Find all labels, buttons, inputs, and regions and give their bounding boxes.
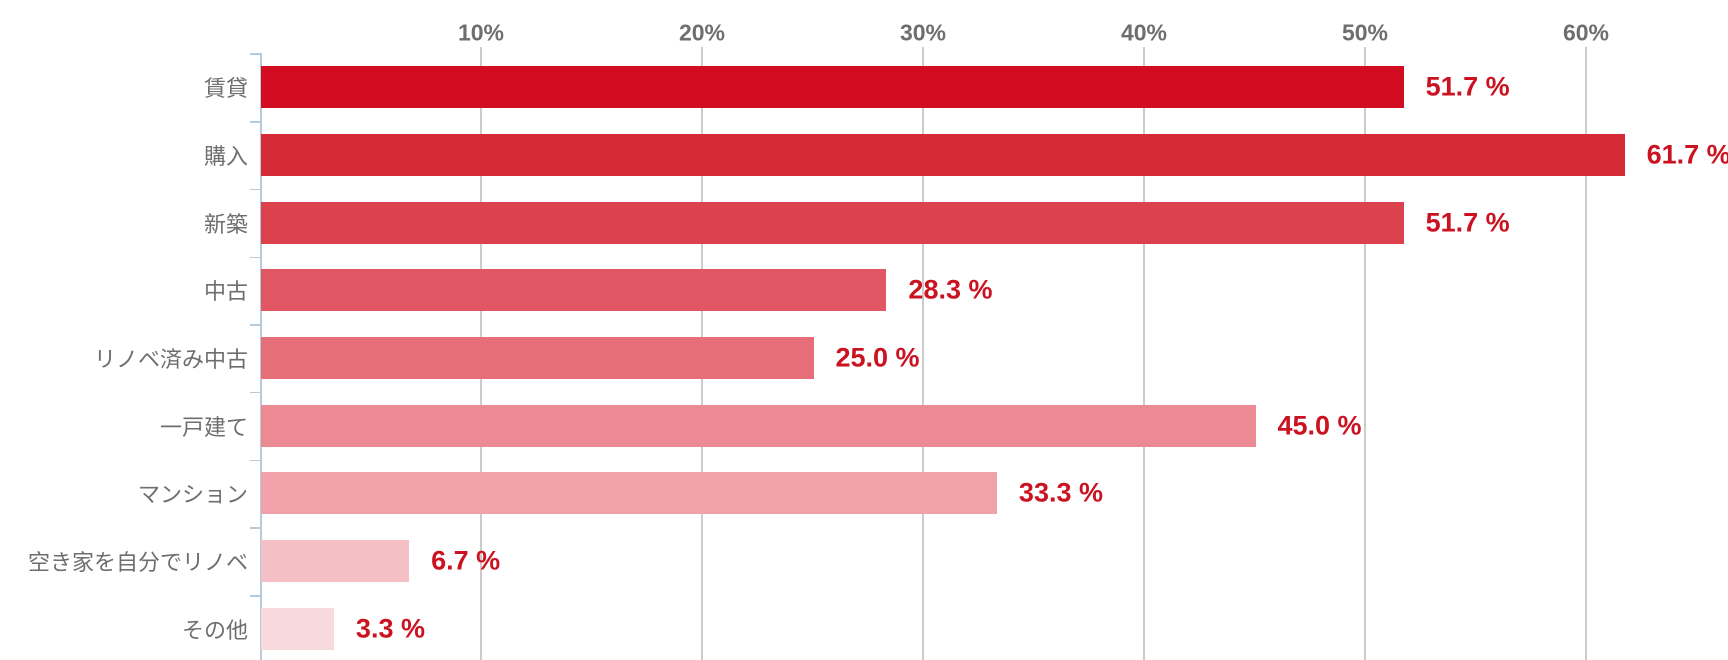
y-axis-tick <box>250 459 260 462</box>
value-label: 51.7 % <box>1425 207 1510 238</box>
value-label: 33.3 % <box>1018 477 1103 508</box>
x-tick-label: 50% <box>1341 19 1389 46</box>
x-tick-label: 40% <box>1120 19 1168 46</box>
x-tick-label: 30% <box>899 19 947 46</box>
bar <box>261 404 1256 447</box>
bar <box>261 607 334 650</box>
value-label: 28.3 % <box>908 274 993 305</box>
category-label: 一戸建て <box>159 414 248 440</box>
y-axis-tick <box>250 324 260 326</box>
x-tick-label: 20% <box>678 19 726 46</box>
x-grid-line <box>1364 47 1366 660</box>
y-axis-tick <box>250 595 260 597</box>
category-label: マンション <box>137 482 248 508</box>
category-label: 空き家を自分でリノベ <box>27 550 248 576</box>
bar <box>261 337 814 380</box>
value-label: 45.0 % <box>1277 410 1362 441</box>
value-label: 25.0 % <box>835 342 920 373</box>
bar <box>261 133 1625 176</box>
y-axis-tick <box>250 391 260 394</box>
value-label: 3.3 % <box>355 613 425 644</box>
bar <box>261 269 887 312</box>
value-label: 51.7 % <box>1425 71 1510 102</box>
y-axis-tick <box>250 53 260 55</box>
bar <box>261 540 410 583</box>
category-label: 購入 <box>203 143 248 169</box>
category-label: リノベ済み中古 <box>93 347 248 373</box>
category-label: 賃貸 <box>203 76 248 102</box>
bar <box>261 472 997 515</box>
x-grid-line <box>1143 47 1145 660</box>
category-label: 新築 <box>203 211 248 237</box>
value-label: 6.7 % <box>431 545 501 576</box>
category-label: 中古 <box>203 279 248 305</box>
x-tick-label: 10% <box>457 19 505 46</box>
bar <box>261 201 1404 244</box>
bar <box>261 66 1404 109</box>
y-axis-tick <box>250 188 260 191</box>
value-label: 61.7 % <box>1646 139 1728 170</box>
y-axis-tick <box>250 527 260 529</box>
x-grid-line <box>1585 47 1587 660</box>
y-axis-tick <box>250 256 260 258</box>
x-grid-line <box>922 47 924 660</box>
y-axis-tick <box>250 121 260 123</box>
x-tick-label: 60% <box>1562 19 1610 46</box>
category-label: その他 <box>181 617 248 643</box>
